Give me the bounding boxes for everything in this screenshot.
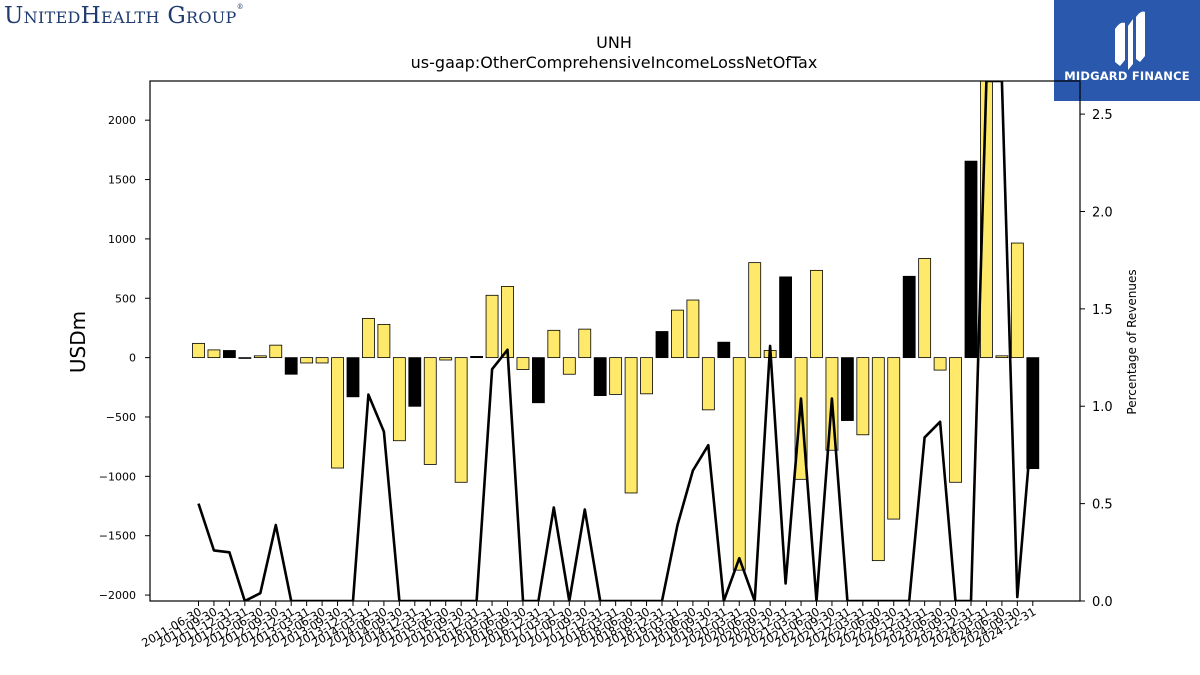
y-tick-label: 1000: [108, 233, 136, 246]
y2-tick-label: 2.0: [1092, 205, 1113, 220]
plot-frame: [149, 80, 1081, 602]
bar-2012-06-30: [253, 355, 267, 359]
bar-2014-06-30: [377, 323, 391, 359]
bar-2023-06-30: [933, 357, 947, 371]
bar-2020-12-31: [779, 276, 792, 359]
y-tick-label: 1500: [108, 174, 136, 187]
bar-2024-06-30: [995, 355, 1009, 359]
y2-tick-label: 2.5: [1092, 108, 1113, 123]
bar-2018-12-31: [655, 331, 669, 359]
bar-2019-06-30: [686, 299, 700, 359]
bar-2022-09-30: [887, 357, 901, 520]
bar-2015-03-31: [423, 357, 437, 465]
y2-tick-label: 1.5: [1092, 303, 1113, 318]
y-tick-label: 0: [129, 352, 136, 365]
y-tick-label: −2000: [99, 589, 136, 602]
company-logo: UnitedHealth Group®: [4, 3, 244, 29]
bar-2019-03-31: [671, 309, 684, 359]
bar-2015-12-31: [470, 356, 484, 359]
bar-2023-12-31: [964, 160, 978, 359]
bar-2016-09-30: [516, 357, 530, 370]
chart-subtitle: us-gaap:OtherComprehensiveIncomeLossNetO…: [411, 53, 818, 72]
bar-2011-09-30: [207, 349, 221, 359]
bar-2013-12-31: [346, 357, 360, 398]
y-axis-label: USDm: [66, 311, 90, 373]
bar-2023-09-30: [949, 357, 962, 483]
bar-2013-09-30: [331, 357, 344, 469]
y2-tick-label: 0.5: [1092, 498, 1113, 513]
bar-2021-06-30: [810, 269, 823, 359]
brand-logo: MIDGARD FINANCE: [1054, 0, 1200, 101]
bar-2019-12-31: [717, 341, 731, 359]
bar-2017-09-30: [578, 328, 592, 359]
bar-2014-09-30: [392, 357, 406, 442]
bar-2018-06-30: [624, 357, 638, 494]
y-tick-label: −500: [106, 411, 136, 424]
bar-2023-03-31: [918, 258, 932, 359]
bar-2022-03-31: [856, 357, 870, 436]
y2-axis-label: Percentage of Revenues: [1125, 269, 1139, 414]
bar-2015-09-30: [454, 357, 468, 483]
y-tick-label: −1000: [99, 470, 136, 483]
bar-2018-09-30: [640, 357, 653, 395]
bar-2017-03-31: [547, 329, 561, 359]
bar-2017-12-31: [593, 357, 607, 397]
bar-2016-06-30: [501, 285, 514, 359]
bar-2017-06-30: [562, 357, 576, 375]
bar-2018-03-31: [609, 357, 623, 395]
y-tick-label: −1500: [99, 530, 136, 543]
bar-2014-03-31: [362, 318, 375, 359]
bar-2024-09-30: [1010, 242, 1024, 359]
y-tick-label: 500: [115, 292, 136, 305]
bar-2014-12-31: [408, 357, 422, 407]
bar-2022-12-31: [902, 275, 916, 359]
brand-mark-icon: [1115, 11, 1145, 70]
bar-2013-06-30: [315, 357, 329, 364]
bar-2020-03-31: [732, 357, 746, 571]
bar-2020-06-30: [748, 262, 762, 359]
bar-2022-06-30: [871, 357, 885, 562]
bar-2016-03-31: [485, 294, 499, 359]
bars-layer: [192, 80, 1040, 571]
bar-2012-09-30: [269, 344, 283, 359]
bar-2012-12-31: [284, 357, 298, 375]
bar-2021-12-31: [841, 357, 854, 421]
bar-2016-12-31: [532, 357, 545, 404]
y2-tick-label: 1.0: [1092, 400, 1113, 415]
company-logo-text: UnitedHealth Group: [4, 3, 237, 29]
bar-2011-06-30: [192, 342, 205, 359]
brand-name: MIDGARD FINANCE: [1064, 69, 1190, 83]
registered-mark: ®: [236, 3, 244, 11]
chart-title: UNH: [596, 33, 632, 52]
bar-2013-03-31: [300, 357, 314, 364]
y2-tick-label: 0.0: [1092, 595, 1113, 610]
y-tick-label: 2000: [108, 114, 136, 127]
bar-2011-12-31: [222, 350, 236, 359]
bar-2019-09-30: [701, 357, 715, 411]
axes-layer: −2000 −1500 −1000 −500 0 500 1000 1500 2000 0.0 0.…: [99, 80, 1113, 650]
bar-2015-06-30: [439, 357, 453, 361]
bar-2012-03-31: [238, 357, 252, 359]
